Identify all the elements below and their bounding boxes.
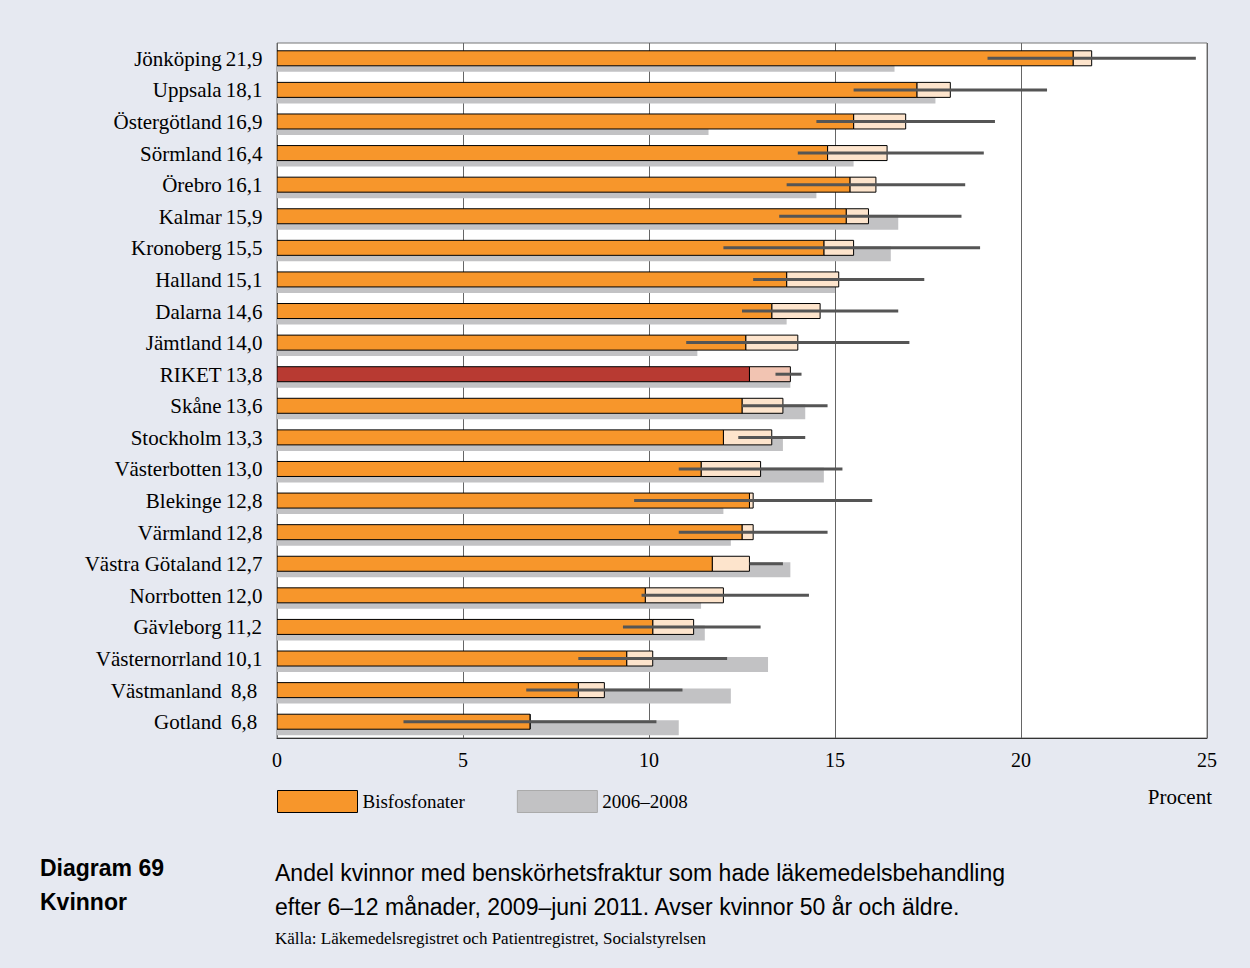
svg-text:13,8: 13,8 xyxy=(226,363,263,387)
svg-text:Värmland: Värmland xyxy=(138,521,222,545)
svg-text:14,6: 14,6 xyxy=(226,300,263,324)
svg-text:Kalmar: Kalmar xyxy=(159,205,222,229)
svg-text:Västra Götaland: Västra Götaland xyxy=(85,552,223,576)
svg-text:Diagram 69: Diagram 69 xyxy=(40,855,164,881)
svg-text:15,9: 15,9 xyxy=(226,205,263,229)
svg-text:0: 0 xyxy=(272,749,282,771)
svg-text:Gotland: Gotland xyxy=(154,710,222,734)
svg-text:Andel kvinnor med benskörhetsf: Andel kvinnor med benskörhetsfraktur som… xyxy=(275,860,1005,886)
svg-text:efter 6–12 månader, 2009–juni: efter 6–12 månader, 2009–juni 2011. Avse… xyxy=(275,894,960,920)
svg-text:Källa: Läkemedelsregistret och: Källa: Läkemedelsregistret och Patientre… xyxy=(275,929,706,948)
svg-text:Kronoberg: Kronoberg xyxy=(131,236,222,260)
svg-text:Halland: Halland xyxy=(155,268,222,292)
svg-text:25: 25 xyxy=(1197,749,1217,771)
svg-text:11,2: 11,2 xyxy=(226,615,262,639)
svg-text:12,0: 12,0 xyxy=(226,584,263,608)
svg-text:Västmanland: Västmanland xyxy=(111,679,222,703)
svg-text:12,8: 12,8 xyxy=(226,489,263,513)
svg-text:Västerbotten: Västerbotten xyxy=(114,457,222,481)
svg-text:6,8: 6,8 xyxy=(231,710,257,734)
svg-text:13,0: 13,0 xyxy=(226,457,263,481)
svg-text:10: 10 xyxy=(639,749,659,771)
svg-text:8,8: 8,8 xyxy=(231,679,257,703)
svg-text:15,1: 15,1 xyxy=(226,268,263,292)
svg-text:Dalarna: Dalarna xyxy=(155,300,222,324)
svg-text:18,1: 18,1 xyxy=(226,78,263,102)
svg-text:Stockholm: Stockholm xyxy=(131,426,222,450)
svg-text:Uppsala: Uppsala xyxy=(153,78,222,102)
svg-text:Västernorrland: Västernorrland xyxy=(96,647,222,671)
svg-text:10,1: 10,1 xyxy=(226,647,263,671)
svg-text:Östergötland: Östergötland xyxy=(114,110,223,134)
svg-text:13,3: 13,3 xyxy=(226,426,263,450)
svg-text:5: 5 xyxy=(458,749,468,771)
svg-text:Jämtland: Jämtland xyxy=(146,331,222,355)
svg-text:21,9: 21,9 xyxy=(226,47,263,71)
svg-text:Blekinge: Blekinge xyxy=(146,489,222,513)
svg-text:Gävleborg: Gävleborg xyxy=(133,615,222,639)
svg-text:Procent: Procent xyxy=(1148,785,1212,809)
svg-text:12,8: 12,8 xyxy=(226,521,263,545)
svg-text:13,6: 13,6 xyxy=(226,394,263,418)
svg-text:15,5: 15,5 xyxy=(226,236,263,260)
svg-text:Örebro: Örebro xyxy=(162,173,221,197)
svg-text:14,0: 14,0 xyxy=(226,331,263,355)
svg-text:Bisfosfonater: Bisfosfonater xyxy=(363,791,466,812)
svg-text:Skåne: Skåne xyxy=(170,394,221,418)
svg-text:16,4: 16,4 xyxy=(226,142,263,166)
svg-text:Sörmland: Sörmland xyxy=(140,142,222,166)
svg-text:16,1: 16,1 xyxy=(226,173,263,197)
svg-text:20: 20 xyxy=(1011,749,1031,771)
svg-text:Norrbotten: Norrbotten xyxy=(130,584,223,608)
svg-text:2006–2008: 2006–2008 xyxy=(602,791,688,812)
svg-text:16,9: 16,9 xyxy=(226,110,263,134)
svg-text:15: 15 xyxy=(825,749,845,771)
svg-text:Kvinnor: Kvinnor xyxy=(40,889,127,915)
svg-text:Jönköping: Jönköping xyxy=(134,47,222,71)
svg-text:12,7: 12,7 xyxy=(226,552,263,576)
svg-text:RIKET: RIKET xyxy=(160,363,222,387)
